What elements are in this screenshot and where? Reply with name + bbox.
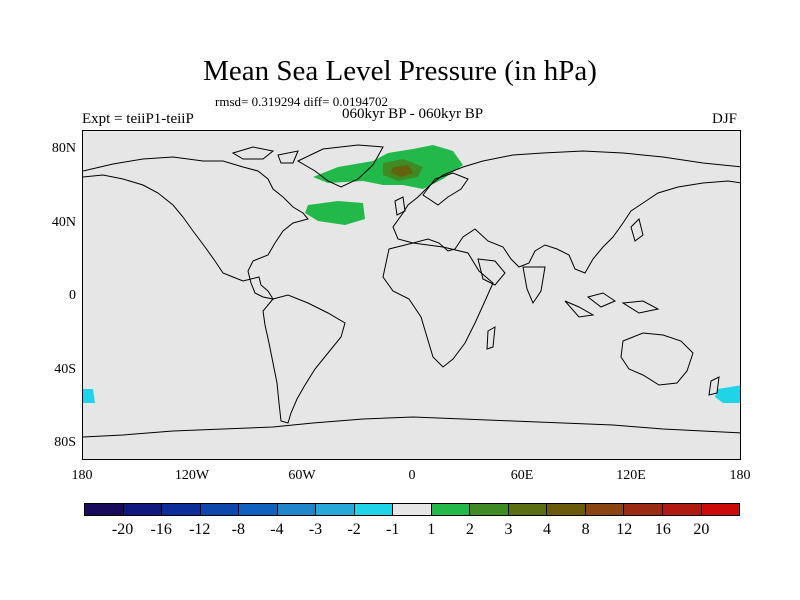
lat-label-40s: 40S: [54, 362, 76, 377]
lon-label-180w: 180: [71, 468, 93, 483]
lat-label-40n: 40N: [51, 215, 76, 230]
lon-label-60w: 60W: [288, 468, 316, 483]
period-label: 060kyr BP - 060kyr BP: [341, 106, 484, 122]
lon-label-0: 0: [408, 468, 416, 483]
colorbar-swatch: [431, 504, 471, 515]
colorbar-swatch: [277, 504, 317, 515]
experiment-label: Expt = teiiP1-teiiP: [82, 111, 194, 127]
colorbar-swatch: [662, 504, 702, 515]
lat-label-80s: 80S: [54, 435, 76, 450]
map-title: Mean Sea Level Pressure (in hPa): [203, 55, 597, 87]
colorbar-swatch: [239, 504, 278, 515]
colorbar-swatch: [470, 504, 509, 515]
world-map-svg: [83, 144, 740, 438]
colorbar-tick-label: 2: [465, 521, 474, 538]
colorbar-swatch: [624, 504, 663, 515]
colorbar-swatch: [393, 504, 432, 515]
colorbar-swatch: [123, 504, 163, 515]
colorbar-tick-label: -12: [189, 521, 211, 538]
lon-label-120e: 120E: [616, 468, 646, 483]
colorbar-tick-label: -8: [231, 521, 245, 538]
season-label: DJF: [712, 111, 738, 127]
colorbar-tick-label: -1: [386, 521, 400, 538]
colorbar: [84, 503, 740, 516]
coastlines: [83, 144, 740, 438]
colorbar-swatch: [585, 504, 625, 515]
colorbar-tick-label: 1: [427, 521, 436, 538]
colorbar-tick-label: -2: [347, 521, 361, 538]
colorbar-tick-label: 20: [693, 521, 710, 538]
colorbar-tick-label: 16: [654, 521, 671, 538]
colorbar-swatch: [316, 504, 355, 515]
colorbar-tick-label: 12: [616, 521, 633, 538]
lon-label-120w: 120W: [174, 468, 210, 483]
lon-label-60e: 60E: [510, 468, 534, 483]
colorbar-swatch: [547, 504, 586, 515]
colorbar-swatch: [354, 504, 394, 515]
colorbar-swatch: [162, 504, 201, 515]
colorbar-tick-label: 4: [543, 521, 552, 538]
anomaly-fill: [83, 145, 740, 403]
colorbar-swatch: [508, 504, 548, 515]
world-map: [82, 130, 741, 460]
colorbar-tick-label: -4: [270, 521, 284, 538]
colorbar-tick-label: 3: [504, 521, 513, 538]
lat-label-80n: 80N: [51, 141, 76, 156]
colorbar-swatch: [200, 504, 240, 515]
colorbar-swatch: [701, 504, 740, 515]
colorbar-tick-label: -20: [111, 521, 134, 538]
colorbar-tick-label: -3: [308, 521, 323, 538]
colorbar-swatch: [85, 504, 124, 515]
stats-text: rmsd= 0.319294 diff= 0.0194702: [215, 94, 388, 109]
colorbar-tick-label: -16: [150, 521, 172, 538]
lon-label-180e: 180: [729, 468, 751, 483]
lat-label-0: 0: [69, 288, 76, 303]
colorbar-tick-label: 8: [581, 521, 590, 538]
